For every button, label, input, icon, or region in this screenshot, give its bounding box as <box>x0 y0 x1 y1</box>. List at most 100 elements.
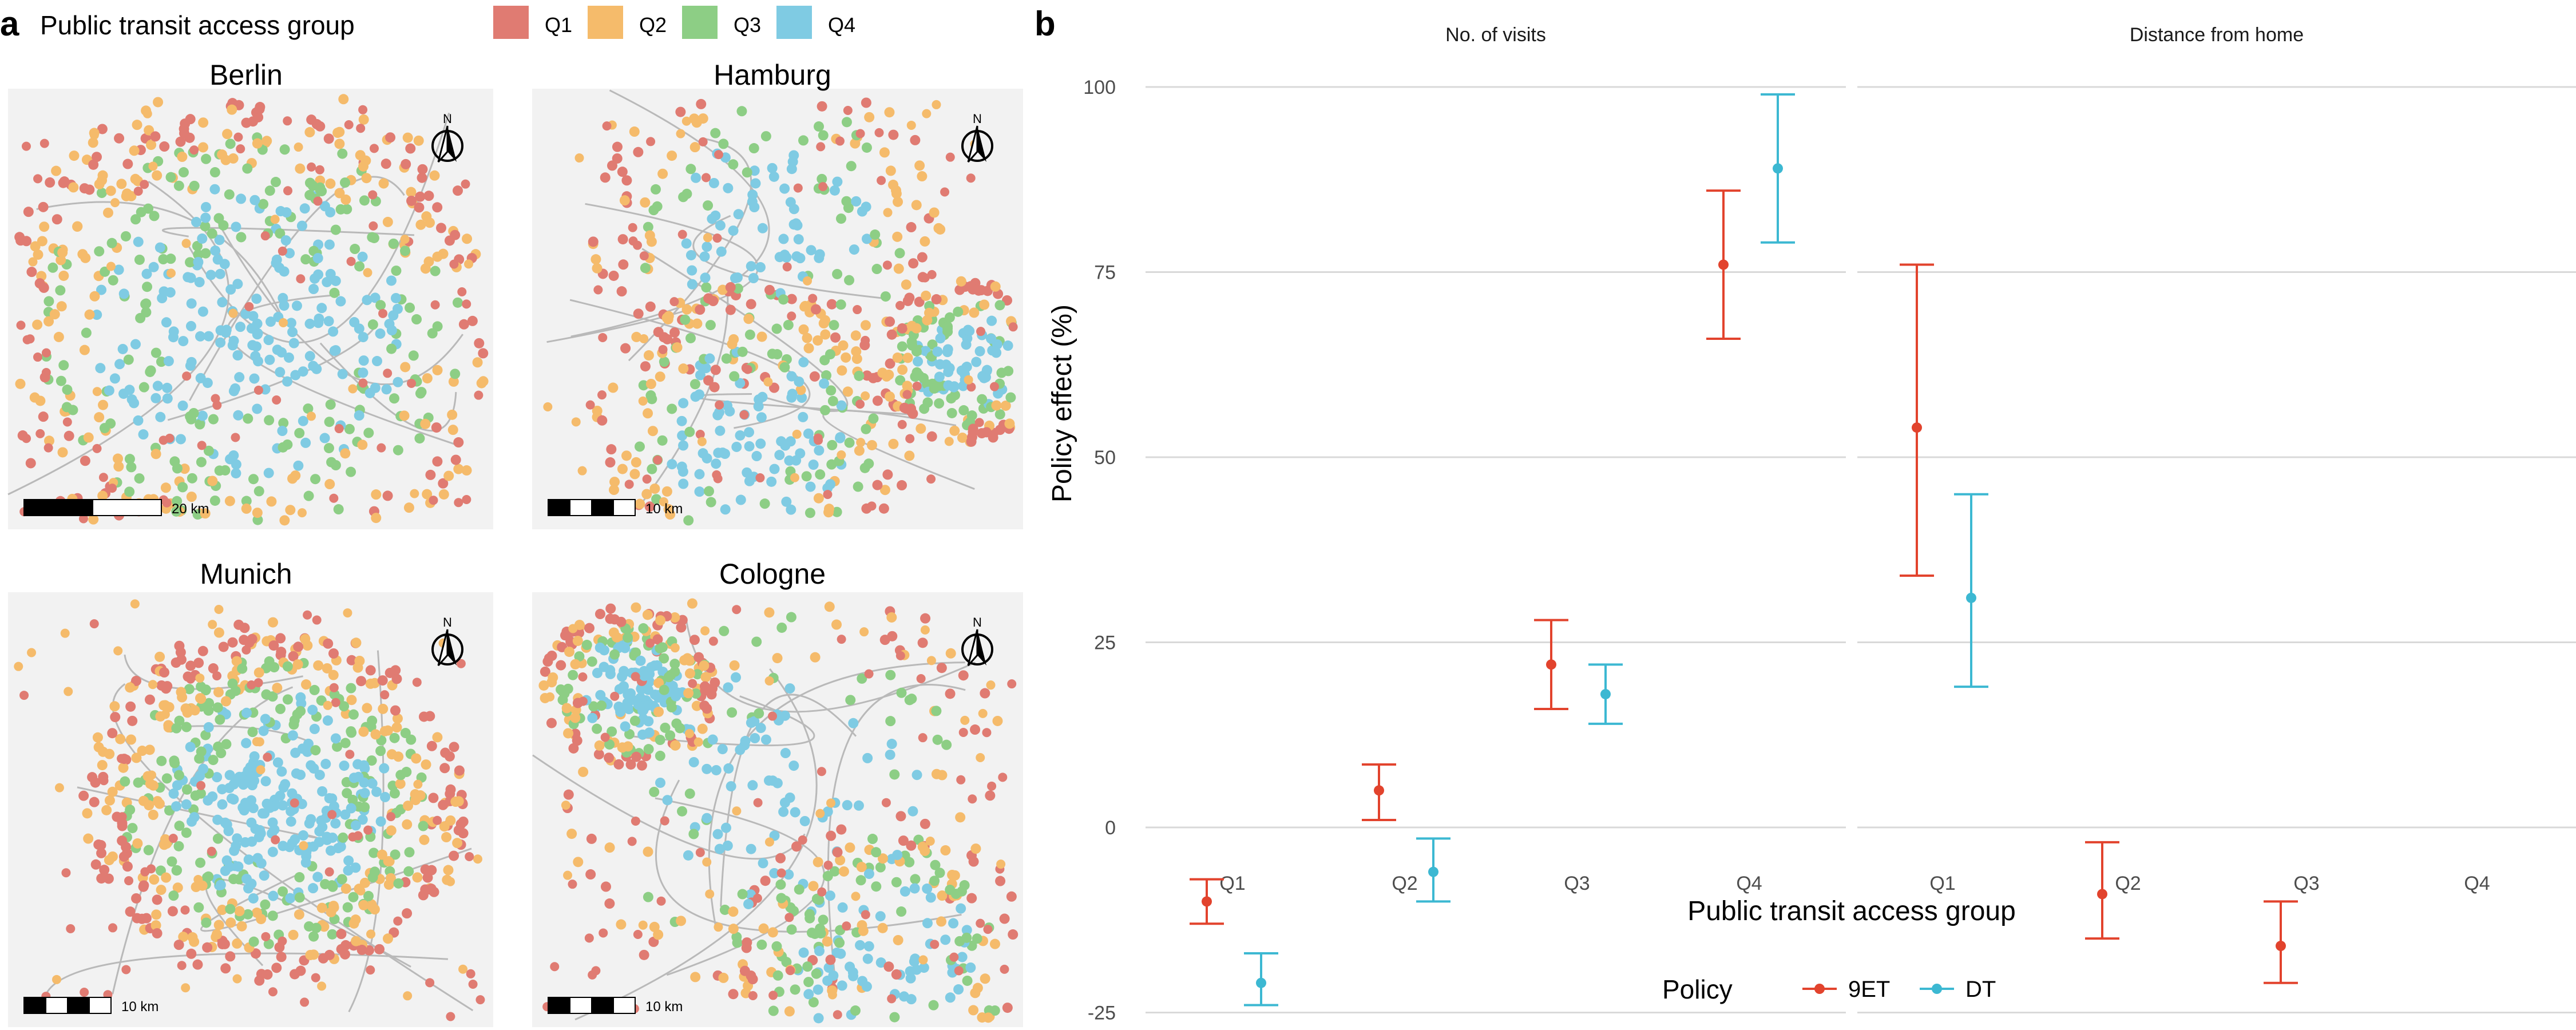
map-hex-cell <box>155 411 166 422</box>
map-hex-cell <box>568 743 579 754</box>
city-map-title: Munich <box>200 558 292 590</box>
map-hex-cell <box>348 892 359 902</box>
map-hex-cell <box>319 921 330 932</box>
map-hex-cell <box>822 975 833 986</box>
map-hex-cell <box>678 363 689 374</box>
map-hex-cell <box>845 695 856 706</box>
map-hex-cell <box>689 635 700 645</box>
map-hex-cell <box>97 490 108 501</box>
map-hex-cell <box>855 875 866 886</box>
map-hex-cell <box>127 715 138 726</box>
map-hex-cell <box>640 197 651 208</box>
map-hex-cell <box>306 760 316 771</box>
map-hex-cell <box>747 780 758 791</box>
map-hex-cell <box>597 415 608 426</box>
map-hex-cell <box>62 417 72 427</box>
map-hex-cell <box>804 508 815 518</box>
map-hex-cell <box>358 355 369 366</box>
map-hex-cell <box>338 832 348 843</box>
map-hex-cell <box>986 315 997 326</box>
map-hex-cell <box>806 928 817 938</box>
map-hex-cell <box>133 236 144 247</box>
map-hex-cell <box>792 220 803 231</box>
map-hex-cell <box>750 733 760 744</box>
map-hex-cell <box>802 332 813 343</box>
map-hex-cell <box>268 987 278 997</box>
map-hex-cell <box>696 98 707 109</box>
map-hex-cell <box>695 430 705 439</box>
map-hex-cell <box>359 787 370 798</box>
map-hex-cell <box>278 936 287 946</box>
north-arrow-label: N <box>443 112 452 126</box>
map-hex-cell <box>982 365 993 375</box>
map-hex-cell <box>323 443 334 454</box>
map-hex-cell <box>287 730 298 741</box>
map-hex-cell <box>231 468 241 479</box>
map-hex-cell <box>854 370 865 381</box>
map-hex-cell <box>631 331 642 342</box>
map-hex-cell <box>779 710 790 721</box>
map-hex-cell <box>672 342 683 353</box>
map-hex-cell <box>233 410 244 421</box>
map-hex-cell <box>625 688 636 699</box>
map-hex-cell <box>445 784 456 795</box>
map-hex-cell <box>690 972 701 983</box>
north-arrow-label: N <box>973 615 982 629</box>
map-hex-cell <box>691 688 702 699</box>
map-hex-cell <box>723 763 734 774</box>
map-hex-cell <box>161 872 172 883</box>
map-hex-cell <box>248 893 259 904</box>
map-hex-cell <box>98 399 109 410</box>
map-hex-cell <box>251 948 261 959</box>
map-hex-cell <box>813 335 823 346</box>
map-hex-cell <box>319 433 330 443</box>
map-hex-cell <box>858 925 869 936</box>
map-hex-cell <box>138 795 149 806</box>
map-hex-cell <box>757 391 768 402</box>
map-hex-cell <box>241 503 252 514</box>
map-hex-cell <box>161 773 172 784</box>
map-hex-cell <box>929 207 940 218</box>
map-hex-cell <box>756 939 767 950</box>
map-hex-cell <box>659 356 669 367</box>
map-hex-cell <box>252 318 263 329</box>
map-hex-cell <box>615 707 626 718</box>
map-hex-cell <box>300 254 311 265</box>
map-hex-cell <box>269 662 280 673</box>
map-hex-cell <box>334 138 345 149</box>
map-hex-cell <box>413 779 423 789</box>
map-hex-cell <box>93 839 104 850</box>
map-hex-cell <box>877 176 886 185</box>
map-hex-cell <box>209 167 220 178</box>
map-hex-cell <box>616 286 627 297</box>
map-hex-cell <box>124 454 135 465</box>
data-point <box>1600 689 1611 700</box>
map-hex-cell <box>914 160 925 171</box>
map-hex-cell <box>352 759 363 770</box>
map-hex-cell <box>893 196 903 207</box>
map-hex-cell <box>328 326 339 337</box>
map-hex-cell <box>324 867 334 877</box>
map-hex-cell <box>249 373 260 384</box>
map-hex-cell <box>180 905 190 915</box>
north-arrow-icon <box>977 629 986 665</box>
map-hex-cell <box>261 136 272 146</box>
map-hex-cell <box>358 332 368 343</box>
map-hex-cell <box>623 632 633 643</box>
map-hex-cell <box>126 734 137 745</box>
north-arrow-label: N <box>443 615 452 629</box>
map-hex-cell <box>200 221 211 232</box>
map-hex-cell <box>932 346 943 357</box>
map-hex-cell <box>974 418 984 427</box>
map-hex-cell <box>181 239 191 248</box>
map-hex-cell <box>356 124 366 133</box>
map-hex-cell <box>243 909 253 920</box>
map-hex-cell <box>809 371 820 382</box>
map-hex-cell <box>795 253 806 264</box>
map-hex-cell <box>985 790 996 801</box>
map-hex-cell <box>263 752 272 762</box>
map-hex-cell <box>246 795 257 806</box>
map-hex-cell <box>114 133 125 144</box>
map-hex-cell <box>879 147 890 158</box>
